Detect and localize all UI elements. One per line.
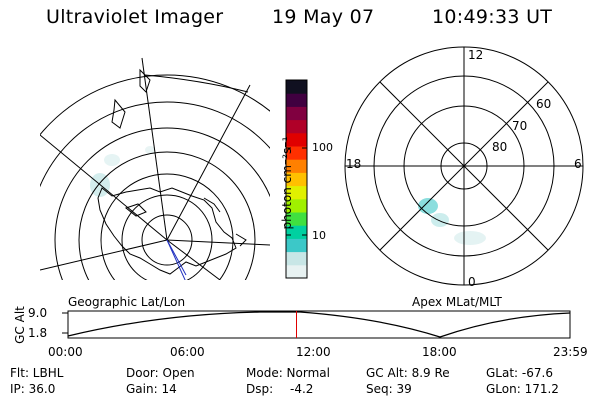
colorbar-tick-100: 100 [312,141,333,154]
colorbar-ticks [286,147,307,236]
geographic-label: Geographic Lat/Lon [68,295,186,309]
colorbar-segment [286,146,307,160]
colorbar-segment [286,132,307,147]
glat-info: GLat: -67.6 [486,366,553,380]
colorbar-segment [286,264,307,279]
colorbar-segment [286,212,307,226]
time-label: 10:49:33 UT [432,6,553,28]
mode-info: Mode: Normal [246,366,330,380]
timeline-ymax: 9.0 [28,306,48,320]
ip-info: IP: 36.0 [10,382,56,396]
colorbar [285,79,308,279]
seq-info: Seq: 39 [366,382,412,396]
altitude-timeline [62,310,571,339]
colorbar-segment [286,119,307,134]
colorbar-segment [286,238,307,253]
mlt-label-0: 0 [468,275,476,289]
page-title: Ultraviolet Imager [46,6,224,28]
timeline-xtick: 00:00 [48,345,83,359]
geographic-map [40,57,270,280]
altitude-curve [67,311,571,338]
colorbar-label: photon cm⁻²s⁻¹ [280,136,294,230]
timeline-xtick: 06:00 [170,345,205,359]
colorbar-segment [286,251,307,266]
aurora-glow [454,231,486,245]
filter-info: Flt: LBHL [10,366,64,380]
timeline-ymin: 1.8 [28,326,48,340]
gain-info: Gain: 14 [126,382,177,396]
colorbar-segment [286,225,307,239]
polar-plot [344,46,584,286]
mlt-label-12: 12 [468,48,484,62]
aurora-glow [418,198,438,214]
timeline-xtick: 18:00 [422,345,457,359]
colorbar-segment [286,106,307,121]
colorbar-segment [286,172,307,187]
colorbar-segment [286,80,307,94]
mlat-label-80: 80 [492,140,508,154]
glon-info: GLon: 171.2 [486,382,559,396]
door-info: Door: Open [126,366,195,380]
timeline-ylabel: GC Alt [13,306,27,344]
date-label: 19 May 07 [272,6,375,28]
dsp-value: -4.2 [290,382,314,396]
dsp-label: Dsp: [246,382,274,396]
colorbar-frame [285,79,308,279]
mlt-label-18: 18 [346,157,362,171]
mlt-label-6: 6 [574,157,582,171]
aurora-glow [104,154,120,166]
colorbar-tick-10: 10 [312,229,326,242]
mlat-label-70: 70 [512,119,528,133]
colorbar-segment [286,159,307,173]
gc-alt-info: GC Alt: 8.9 Re [366,366,450,380]
aurora-glow [145,146,155,154]
mlat-label-60: 60 [536,97,552,111]
aurora-glow [431,213,449,227]
apex-label: Apex MLat/MLT [412,295,502,309]
colorbar-segment [286,198,307,213]
timeline-xtick: 23:59 [553,345,588,359]
colorbar-segment [286,185,307,200]
timeline-xtick: 12:00 [296,345,331,359]
colorbar-segment [286,93,307,107]
